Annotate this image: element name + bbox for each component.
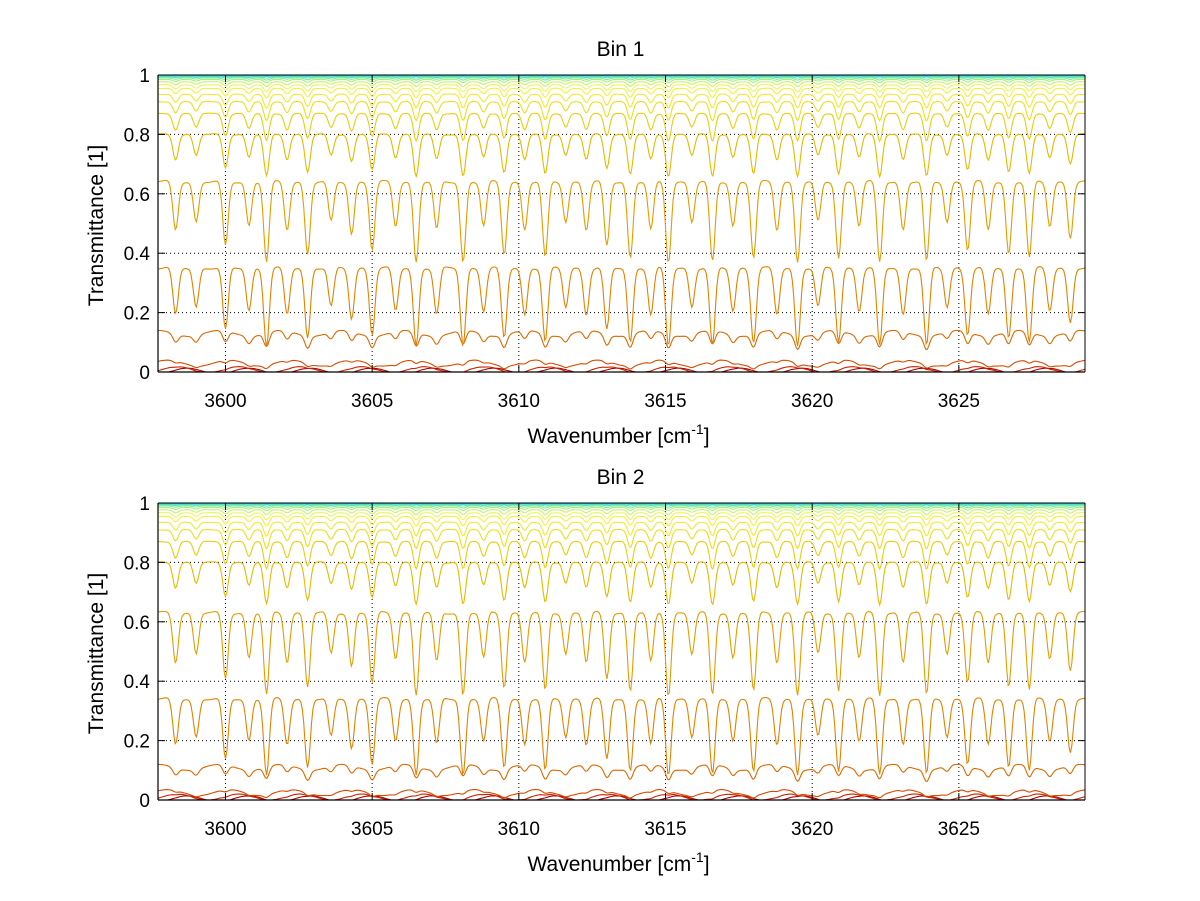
transmittance-line — [158, 789, 1085, 799]
x-tick-label: 3620 — [791, 391, 833, 412]
transmittance-line — [158, 528, 1085, 550]
transmittance-line — [158, 793, 1085, 800]
y-tick-label: 0.6 — [124, 185, 150, 206]
chart-bin-2: 3600 3605 3610 3615 3620 3625 0 0.2 0.4 0.6 0.8 1 Bi… — [85, 466, 1086, 876]
transmittance-line — [158, 540, 1085, 571]
y-tick-label: 0 — [139, 791, 150, 812]
transmittance-line — [158, 84, 1085, 93]
transmittance-line — [158, 504, 1085, 507]
transmittance-line — [158, 133, 1085, 179]
transmittance-line — [158, 366, 1085, 372]
transmittance-line — [158, 329, 1085, 351]
chart-bin-1: 3600 3605 3610 3615 3620 3625 0 0.2 0.4 0.6 0.8 1 Bi… — [85, 38, 1086, 448]
transmittance-line — [158, 503, 1085, 506]
transmittance-line — [158, 179, 1085, 263]
chart-title: Bin 2 — [597, 466, 645, 489]
transmittance-line — [158, 100, 1085, 122]
transmittance-line — [158, 266, 1085, 347]
x-tick-label: 3610 — [498, 819, 540, 840]
transmittance-line — [158, 509, 1085, 516]
y-tick-label: 0 — [139, 363, 150, 384]
x-tick-label: 3600 — [204, 391, 246, 412]
transmittance-line — [158, 112, 1085, 143]
y-tick-label: 0.8 — [124, 125, 150, 146]
y-tick-label: 0.8 — [124, 553, 150, 574]
transmittance-line — [158, 93, 1085, 109]
y-tick-label: 1 — [139, 494, 150, 515]
transmittance-line — [158, 87, 1085, 99]
x-tick-label: 3605 — [351, 391, 393, 412]
transmittance-line — [158, 763, 1085, 783]
y-axis-label: Transmittance [1] — [85, 145, 108, 306]
x-tick-label: 3620 — [791, 819, 833, 840]
y-tick-label: 1 — [139, 66, 150, 87]
chart-title: Bin 1 — [597, 38, 645, 61]
x-tick-label: 3625 — [938, 819, 980, 840]
x-tick-label: 3605 — [351, 819, 393, 840]
x-axis-label: Wavenumber [cm-1] — [527, 421, 709, 448]
transmittance-line — [158, 505, 1085, 509]
x-axis-label: Wavenumber [cm-1] — [527, 849, 709, 876]
transmittance-line — [158, 76, 1085, 79]
transmittance-line — [158, 81, 1085, 88]
y-tick-label: 0.2 — [124, 732, 150, 753]
x-tick-label: 3615 — [644, 391, 686, 412]
x-tick-label: 3600 — [204, 819, 246, 840]
transmittance-line — [158, 77, 1085, 81]
transmittance-line — [158, 75, 1085, 78]
x-tick-label: 3615 — [644, 819, 686, 840]
transmittance-line — [158, 515, 1085, 527]
transmittance-line — [158, 610, 1085, 696]
transmittance-line — [158, 359, 1085, 370]
transmittance-line — [158, 521, 1085, 537]
x-tick-label: 3625 — [938, 391, 980, 412]
y-tick-label: 0.2 — [124, 304, 150, 325]
transmittance-line — [158, 697, 1085, 776]
plot-area — [158, 75, 1085, 372]
y-axis-label: Transmittance [1] — [85, 573, 108, 734]
transmittance-line — [158, 561, 1085, 607]
y-tick-label: 0.6 — [124, 613, 150, 634]
transmittance-line — [158, 512, 1085, 521]
y-tick-label: 0.4 — [124, 672, 151, 693]
transmittance-line — [158, 78, 1085, 84]
transmittance-line — [158, 506, 1085, 512]
x-tick-label: 3610 — [498, 391, 540, 412]
y-tick-label: 0.4 — [124, 244, 151, 265]
